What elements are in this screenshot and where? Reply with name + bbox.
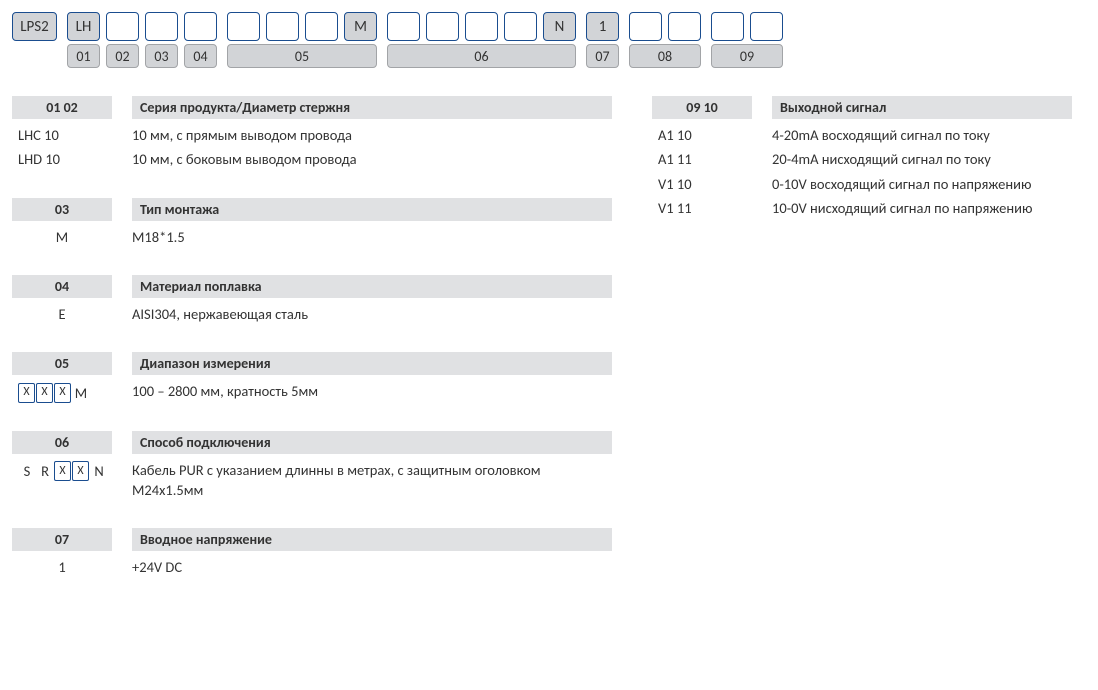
section-num: 06 [12, 431, 112, 454]
lab-06: 06 [387, 44, 576, 68]
row-desc: 10 мм, с боковым выводом провода [132, 149, 612, 169]
section: 01 02 Серия продукта/Диаметр стержня LHC 1… [12, 96, 612, 172]
cell-09b [750, 12, 783, 41]
row-desc: 4-20mA восходящий сигнал по току [772, 125, 1072, 145]
section-num: 04 [12, 275, 112, 298]
section-title: Тип монтажа [132, 198, 612, 221]
cell-05a [227, 12, 260, 41]
row-code: V1 10 [652, 174, 752, 194]
row-desc: AISI304, нержавеющая сталь [132, 304, 612, 324]
section-row: E AISI304, нержавеющая сталь [12, 302, 612, 326]
row-desc: M18*1.5 [132, 227, 612, 247]
row-code: LHD 10 [12, 149, 112, 169]
group-05: M [227, 12, 377, 41]
lab-05: 05 [227, 44, 377, 68]
cell-05c [305, 12, 338, 41]
section-row: V1 10 0-10V восходящий сигнал по напряжен… [652, 172, 1072, 196]
cell-lps2: LPS2 [12, 12, 57, 41]
row-desc: Кабель PUR с указанием длинны в метрах, … [132, 460, 612, 501]
group-07: 1 [586, 12, 619, 41]
group-01-04: LH [67, 12, 217, 41]
section-row: V1 11 10-0V нисходящий сигнал по напряжен… [652, 196, 1072, 220]
group-08 [629, 12, 701, 41]
lab-04: 04 [184, 44, 217, 68]
label-bar: 01 02 03 04 05 06 07 08 09 [12, 44, 1086, 68]
section-title: Материал поплавка [132, 275, 612, 298]
lab-01: 01 [67, 44, 100, 68]
cell-06c [465, 12, 498, 41]
lab-09: 09 [711, 44, 783, 68]
section: 03 Тип монтажа M M18*1.5 [12, 198, 612, 249]
row-code: V1 11 [652, 198, 752, 218]
section-num: 07 [12, 528, 112, 551]
mini-cell: X [72, 461, 89, 481]
cell-09a [711, 12, 744, 41]
cell-04 [184, 12, 217, 41]
section-num: 01 02 [12, 96, 112, 119]
row-code: XXXM [12, 381, 112, 403]
cell-03 [145, 12, 178, 41]
mini-cell: X [18, 383, 35, 403]
lab-08: 08 [629, 44, 701, 68]
section: 09 10 Выходной сигнал A1 10 4-20mA восходящ… [652, 96, 1072, 220]
group-09 [711, 12, 783, 41]
section: 05 Диапазон измерения XXXM 100 – 2800 мм, к… [12, 352, 612, 405]
section-title: Диапазон измерения [132, 352, 612, 375]
lab-03: 03 [145, 44, 178, 68]
section-num: 09 10 [652, 96, 752, 119]
section-row: LHD 10 10 мм, с боковым выводом провода [12, 147, 612, 171]
cell-08b [668, 12, 701, 41]
col-right: 09 10 Выходной сигнал A1 10 4-20mA восходящ… [652, 96, 1072, 606]
row-desc: 100 – 2800 мм, кратность 5мм [132, 381, 612, 403]
row-desc: 0-10V восходящий сигнал по напряжению [772, 174, 1072, 194]
columns: 01 02 Серия продукта/Диаметр стержня LHC 1… [12, 96, 1086, 606]
row-code: 1 [12, 557, 112, 577]
section-title: Выходной сигнал [772, 96, 1072, 119]
cell-02 [106, 12, 139, 41]
cell-06b [426, 12, 459, 41]
row-desc: +24V DC [132, 557, 612, 577]
mini-cell: X [54, 383, 71, 403]
code-bar: LPS2 LH M N 1 [12, 12, 1086, 41]
section-row: A1 10 4-20mA восходящий сигнал по току [652, 123, 1072, 147]
row-code: A1 10 [652, 125, 752, 145]
cell-n: N [543, 12, 576, 41]
col-left: 01 02 Серия продукта/Диаметр стержня LHC 1… [12, 96, 612, 606]
row-desc: 10-0V нисходящий сигнал по напряжению [772, 198, 1072, 218]
row-desc: 10 мм, с прямым выводом провода [132, 125, 612, 145]
mini-cell: X [54, 461, 71, 481]
lab-02: 02 [106, 44, 139, 68]
section-row: A1 11 20-4mA нисходящий сигнал по току [652, 147, 1072, 171]
cell-1: 1 [586, 12, 619, 41]
section-row: M M18*1.5 [12, 225, 612, 249]
section: 04 Материал поплавка E AISI304, нержавеющая… [12, 275, 612, 326]
cell-lh: LH [67, 12, 100, 41]
section-row: LHC 10 10 мм, с прямым выводом провода [12, 123, 612, 147]
lab-07: 07 [586, 44, 619, 68]
row-code: A1 11 [652, 149, 752, 169]
section-num: 05 [12, 352, 112, 375]
cell-05b [266, 12, 299, 41]
section-row: SRXXN Кабель PUR с указанием длинны в мет… [12, 458, 612, 503]
section: 07 Вводное напряжение 1 +24V DC [12, 528, 612, 579]
section-row: 1 +24V DC [12, 555, 612, 579]
row-code: SRXXN [12, 460, 112, 501]
row-code: E [12, 304, 112, 324]
section-title: Вводное напряжение [132, 528, 612, 551]
section-title: Способ подключения [132, 431, 612, 454]
cell-08a [629, 12, 662, 41]
section: 06 Способ подключения SRXXN Кабель PUR с ук… [12, 431, 612, 503]
cell-m: M [344, 12, 377, 41]
row-desc: 20-4mA нисходящий сигнал по току [772, 149, 1072, 169]
cell-06a [387, 12, 420, 41]
row-code: LHC 10 [12, 125, 112, 145]
row-code: M [12, 227, 112, 247]
group-06: N [387, 12, 576, 41]
mini-cell: X [36, 383, 53, 403]
section-row: XXXM 100 – 2800 мм, кратность 5мм [12, 379, 612, 405]
cell-06d [504, 12, 537, 41]
section-num: 03 [12, 198, 112, 221]
section-title: Серия продукта/Диаметр стержня [132, 96, 612, 119]
